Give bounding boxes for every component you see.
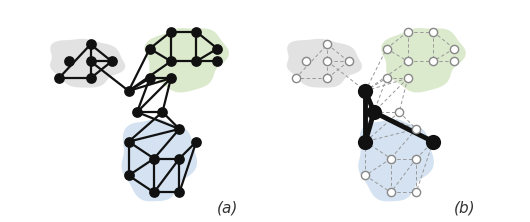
Point — [382, 47, 391, 50]
Point — [146, 47, 154, 50]
Point — [361, 174, 369, 177]
Polygon shape — [50, 39, 125, 88]
Polygon shape — [121, 119, 197, 201]
Point — [344, 59, 353, 63]
Point — [412, 157, 420, 160]
Point — [386, 191, 395, 194]
Point — [323, 76, 332, 80]
Point — [369, 110, 378, 114]
Point — [158, 110, 167, 114]
Point — [192, 140, 200, 143]
Point — [292, 76, 300, 80]
Point — [323, 59, 332, 63]
Point — [412, 191, 420, 194]
Point — [86, 43, 95, 46]
Point — [150, 191, 158, 194]
Point — [125, 174, 133, 177]
Point — [166, 30, 175, 34]
Text: (a): (a) — [217, 201, 238, 216]
Point — [450, 59, 458, 63]
Point — [429, 30, 437, 34]
Point — [403, 59, 412, 63]
Point — [213, 47, 222, 50]
Point — [175, 157, 183, 160]
Point — [361, 89, 369, 93]
Point — [65, 59, 74, 63]
Point — [192, 30, 200, 34]
Point — [175, 127, 183, 131]
Point — [323, 43, 332, 46]
Point — [302, 59, 311, 63]
Point — [86, 76, 95, 80]
Point — [386, 157, 395, 160]
Point — [125, 89, 133, 93]
Point — [192, 59, 200, 63]
Point — [403, 30, 412, 34]
Point — [450, 47, 458, 50]
Point — [395, 110, 403, 114]
Point — [213, 59, 222, 63]
Point — [86, 59, 95, 63]
Point — [429, 140, 437, 143]
Point — [55, 76, 63, 80]
Point — [412, 127, 420, 131]
Point — [133, 110, 142, 114]
Point — [146, 76, 154, 80]
Point — [403, 76, 412, 80]
Point — [166, 76, 175, 80]
Point — [361, 140, 369, 143]
Point — [429, 59, 437, 63]
Text: (b): (b) — [454, 201, 475, 216]
Point — [150, 157, 158, 160]
Point — [108, 59, 116, 63]
Point — [166, 59, 175, 63]
Point — [125, 140, 133, 143]
Point — [175, 191, 183, 194]
Polygon shape — [381, 28, 466, 93]
Polygon shape — [358, 119, 434, 201]
Polygon shape — [287, 39, 362, 88]
Polygon shape — [144, 28, 229, 93]
Point — [382, 76, 391, 80]
